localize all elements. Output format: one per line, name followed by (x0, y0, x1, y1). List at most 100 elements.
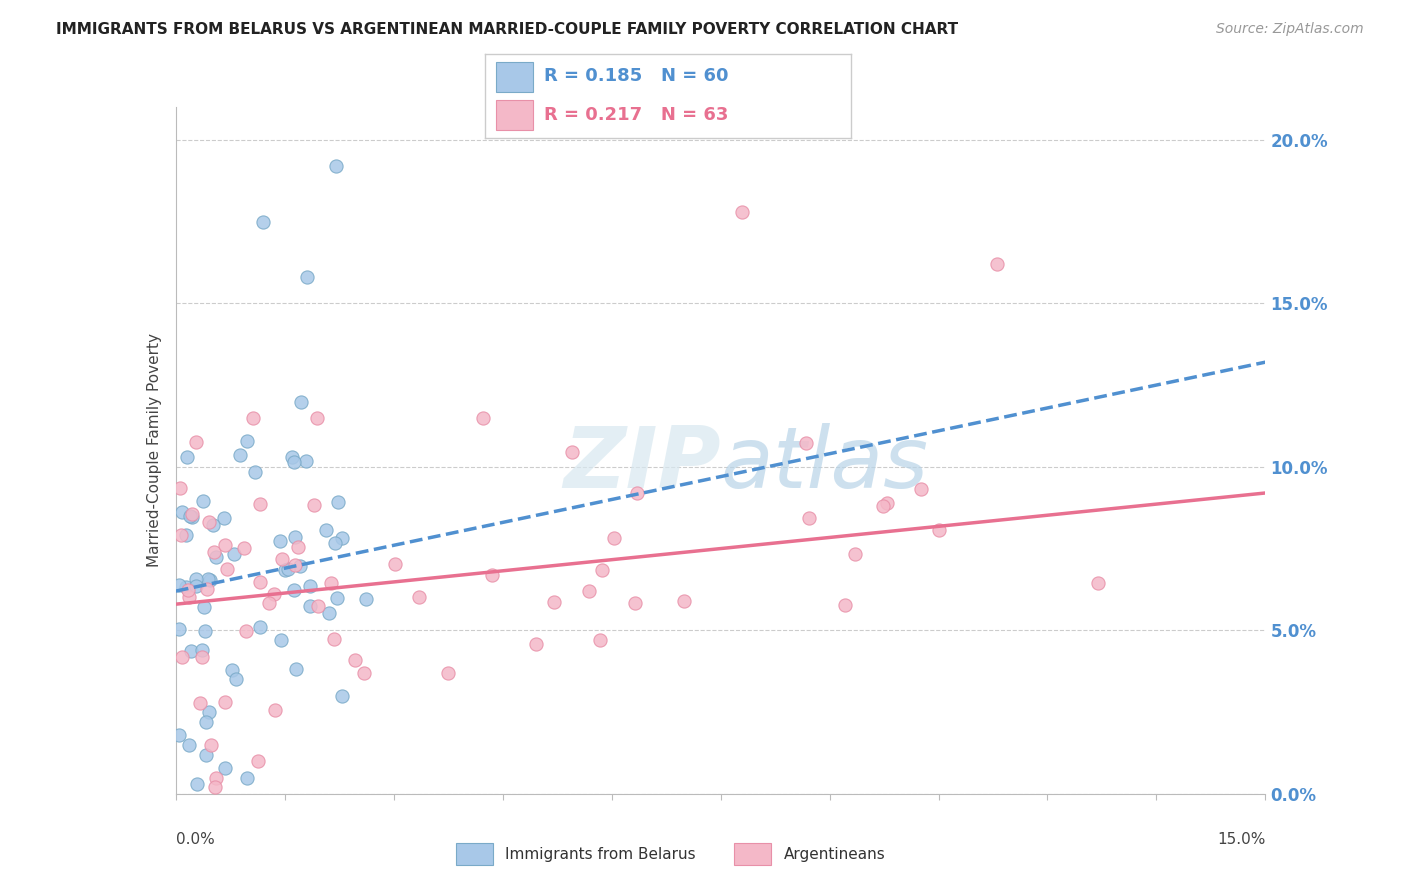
Point (578, 583, 600, 598)
Point (214, 538, 236, 552)
Point (247, 754, 270, 768)
FancyBboxPatch shape (734, 843, 770, 865)
Point (212, 511, 235, 525)
Point (200, 738, 222, 752)
Point (176, 450, 198, 464)
Point (214, 761, 236, 775)
Point (235, 624, 257, 639)
Point (481, 567, 503, 582)
Point (174, 528, 197, 542)
Point (191, 643, 214, 657)
Point (198, 705, 221, 719)
Point (543, 595, 565, 609)
Point (188, 696, 211, 710)
Point (408, 591, 430, 605)
Point (1087, 576, 1109, 591)
Point (624, 596, 647, 610)
Text: R = 0.185   N = 60: R = 0.185 N = 60 (544, 68, 728, 86)
Point (344, 653, 367, 667)
Point (325, 159, 347, 173)
Point (197, 572, 219, 586)
Point (181, 507, 204, 521)
Text: Source: ZipAtlas.com: Source: ZipAtlas.com (1216, 22, 1364, 37)
Point (354, 591, 377, 606)
Point (179, 738, 201, 752)
Point (302, 498, 325, 512)
Point (305, 410, 328, 425)
Text: Immigrants from Belarus: Immigrants from Belarus (505, 847, 696, 862)
Point (330, 531, 353, 545)
Point (326, 591, 349, 605)
Point (281, 450, 304, 465)
Point (844, 547, 866, 561)
FancyBboxPatch shape (496, 62, 533, 92)
Point (283, 582, 305, 597)
Point (288, 558, 311, 573)
Point (277, 562, 299, 576)
Text: atlas: atlas (721, 423, 928, 506)
Point (876, 496, 898, 510)
Point (184, 580, 207, 594)
Point (283, 455, 305, 469)
Point (232, 541, 254, 556)
Point (436, 665, 458, 680)
Point (330, 689, 353, 703)
Point (169, 578, 191, 592)
FancyBboxPatch shape (456, 843, 492, 865)
Point (284, 530, 307, 544)
Point (249, 497, 271, 511)
Point (318, 607, 340, 621)
Point (243, 465, 266, 479)
Point (284, 558, 307, 572)
Point (731, 204, 754, 219)
Point (794, 436, 817, 450)
Point (249, 620, 271, 634)
Point (834, 598, 856, 612)
Point (179, 509, 201, 524)
Point (295, 454, 318, 468)
Point (603, 531, 626, 545)
Point (169, 481, 191, 495)
Point (177, 582, 200, 597)
Point (204, 550, 226, 565)
Point (170, 527, 193, 541)
Point (221, 663, 243, 677)
Point (672, 594, 695, 608)
Point (315, 523, 337, 537)
Text: ZIP: ZIP (562, 423, 721, 506)
Point (928, 523, 950, 537)
Point (204, 545, 226, 559)
Point (193, 600, 215, 615)
Point (323, 536, 346, 550)
Point (471, 410, 494, 425)
Point (257, 596, 280, 610)
Point (524, 637, 547, 651)
Text: 0.0%: 0.0% (176, 831, 215, 847)
Point (225, 673, 247, 687)
Point (194, 624, 217, 639)
Point (263, 587, 285, 601)
Point (215, 562, 238, 576)
Point (561, 445, 583, 459)
Y-axis label: Married-Couple Family Poverty: Married-Couple Family Poverty (146, 334, 162, 567)
Point (184, 572, 207, 586)
Point (299, 579, 322, 593)
Text: IMMIGRANTS FROM BELARUS VS ARGENTINEAN MARRIED-COUPLE FAMILY POVERTY CORRELATION: IMMIGRANTS FROM BELARUS VS ARGENTINEAN M… (56, 22, 959, 37)
Text: 15.0%: 15.0% (1218, 831, 1265, 847)
Point (236, 434, 259, 449)
Point (284, 662, 307, 676)
Point (204, 771, 226, 785)
Point (169, 622, 191, 636)
Point (290, 395, 312, 409)
Point (626, 486, 648, 500)
Point (321, 575, 343, 590)
Point (295, 270, 318, 285)
Point (214, 695, 236, 709)
Point (270, 633, 292, 648)
Point (201, 518, 224, 533)
Point (249, 574, 271, 589)
Point (235, 771, 257, 785)
Point (328, 495, 350, 509)
Point (384, 557, 406, 571)
Point (322, 632, 344, 646)
